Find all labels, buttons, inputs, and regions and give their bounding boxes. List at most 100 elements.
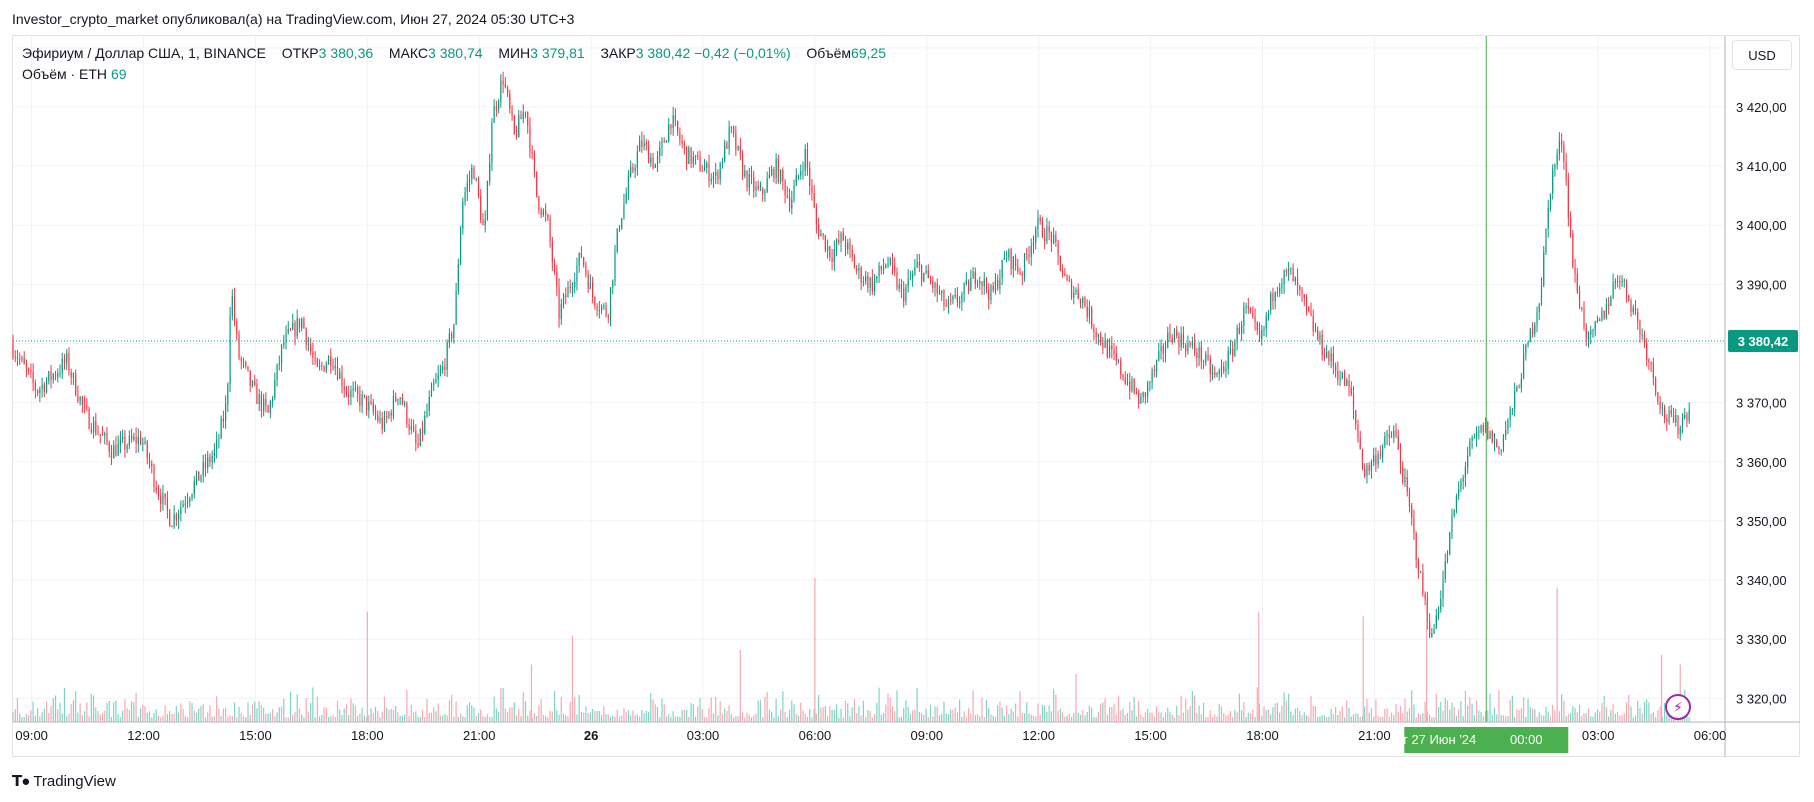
candle-body (294, 322, 296, 337)
candle-body (656, 156, 659, 165)
candle-body (173, 514, 175, 528)
volume-bar (1330, 708, 1332, 722)
volume-bar (1039, 714, 1041, 722)
candle-body (95, 421, 97, 434)
volume-bar (419, 716, 421, 722)
volume-bar (1529, 706, 1531, 722)
candle-body (1223, 366, 1225, 372)
volume-bar (806, 716, 809, 722)
volume-bar (858, 706, 860, 722)
lightning-icon[interactable]: ⚡ (1665, 694, 1691, 720)
volume-bar (1646, 699, 1648, 722)
candle-body (956, 294, 958, 303)
candle-body (1234, 342, 1236, 356)
volume-bar (1366, 699, 1368, 722)
candle-body (766, 178, 768, 193)
candle-body (1612, 282, 1614, 298)
candle-body (1079, 298, 1082, 303)
candle-body (482, 220, 484, 226)
volume-bar (267, 713, 269, 722)
volume-bar (350, 698, 352, 722)
volume-bar (529, 710, 531, 722)
candle-body (1288, 269, 1290, 272)
volume-bar (424, 717, 426, 722)
candle-body (753, 177, 755, 191)
volume-bar (1619, 715, 1621, 722)
volume-bar (135, 692, 137, 722)
candle-body (1167, 332, 1169, 348)
candle-body (1070, 280, 1073, 298)
candle-body (569, 286, 571, 289)
volume-bar (276, 712, 278, 722)
candle-body (963, 283, 965, 295)
candle-body (533, 152, 536, 172)
volume-bar (623, 707, 625, 722)
candle-body (238, 334, 240, 359)
volume-bar (1382, 717, 1384, 722)
candle-body (1055, 235, 1057, 243)
candle-body (1547, 207, 1549, 229)
volume-bar (1648, 702, 1650, 722)
candle-body (318, 365, 321, 367)
volume-bar (175, 705, 177, 722)
volume-bar (1281, 705, 1283, 722)
volume-bar (956, 712, 958, 722)
volume-bar (1444, 697, 1446, 722)
candle-body (1263, 328, 1265, 331)
candle-body (1592, 330, 1594, 332)
volume-bar (764, 696, 766, 722)
volume-bar (1643, 701, 1646, 722)
volume-bar (1202, 702, 1205, 722)
volume-bar (314, 717, 316, 722)
volume-indicator-legend[interactable]: Объём · ETH 69 (22, 66, 127, 82)
volume-bar (1509, 699, 1511, 722)
volume-bar (1211, 717, 1214, 722)
volume-bar (325, 707, 327, 722)
candle-body (1296, 277, 1299, 287)
volume-bar (124, 699, 126, 722)
volume-spike (1556, 587, 1558, 722)
candle-body (623, 202, 625, 219)
volume-bar (1460, 700, 1462, 722)
candle-body (562, 294, 565, 304)
candle-body (1030, 246, 1032, 257)
volume-bar (791, 700, 793, 722)
volume-bar (218, 708, 220, 722)
volume-bar (654, 704, 656, 722)
volume-bar (692, 703, 694, 722)
volume-bar (1536, 716, 1538, 722)
volume-bar (1498, 690, 1500, 722)
candle-body (1415, 533, 1417, 560)
volume-bar (236, 717, 238, 722)
candle-body (1527, 342, 1529, 345)
x-tick-label: 21:00 (1358, 728, 1391, 743)
volume-bar (1545, 706, 1547, 722)
volume-bar (1182, 712, 1185, 722)
candle-body (925, 270, 927, 273)
currency-button[interactable]: USD (1732, 40, 1792, 70)
volume-bar (972, 690, 974, 722)
volume-bar (442, 715, 444, 722)
candle-body (462, 201, 464, 229)
volume-bar (32, 701, 34, 722)
candle-body (455, 290, 457, 325)
volume-spike (1426, 602, 1428, 722)
volume-bar (1140, 714, 1142, 722)
volume-bar (762, 716, 764, 722)
volume-bar (101, 712, 104, 722)
candle-body (712, 175, 715, 180)
volume-bar (1543, 715, 1545, 722)
volume-bar (634, 715, 636, 722)
volume-bar (357, 715, 359, 722)
candle-body (236, 320, 238, 335)
volume-bar (1451, 702, 1453, 722)
volume-bar (1663, 702, 1666, 722)
candle-body (383, 416, 386, 430)
candle-body (1529, 328, 1531, 343)
volume-bar (1581, 715, 1583, 722)
candle-body (148, 458, 151, 464)
candle-body (310, 344, 312, 352)
volume-bar (204, 717, 207, 722)
change-value: −0,42 (−0,01%) (694, 45, 791, 61)
